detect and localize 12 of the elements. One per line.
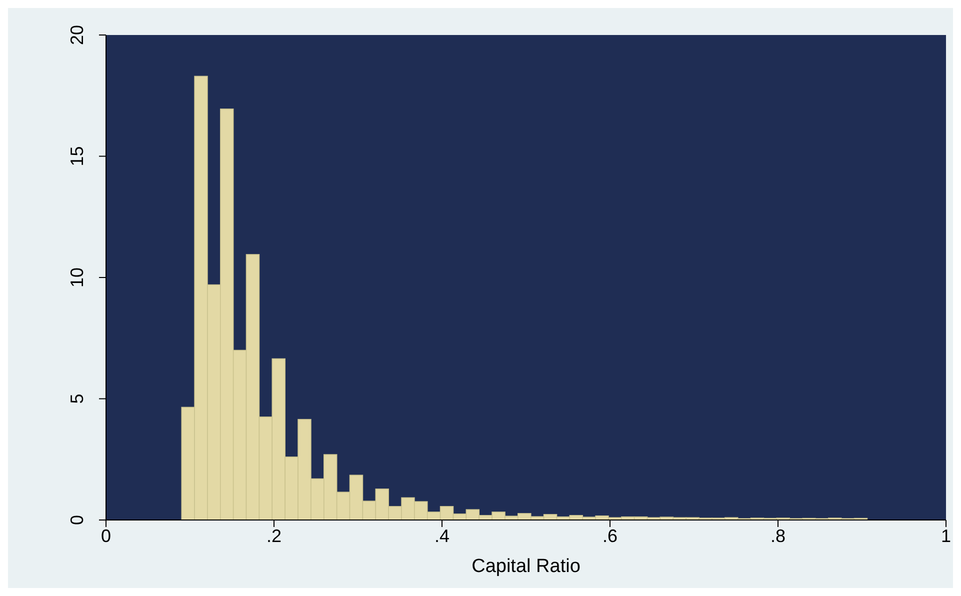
y-tick-label: 15: [67, 146, 87, 166]
x-tick-label: 1: [940, 526, 952, 546]
y-tick-label: 5: [67, 394, 87, 404]
y-tick-label: 10: [67, 267, 87, 288]
y-tick-label: 0: [67, 514, 87, 526]
x-axis-title: Capital Ratio: [472, 556, 580, 577]
x-tick-label: .6: [602, 526, 618, 546]
x-tick-label: .8: [770, 526, 786, 546]
y-tick-label: 20: [67, 24, 87, 46]
x-tick-label: .4: [434, 526, 450, 546]
x-tick-label: 0: [100, 526, 112, 546]
x-tick-label: .2: [266, 526, 282, 546]
